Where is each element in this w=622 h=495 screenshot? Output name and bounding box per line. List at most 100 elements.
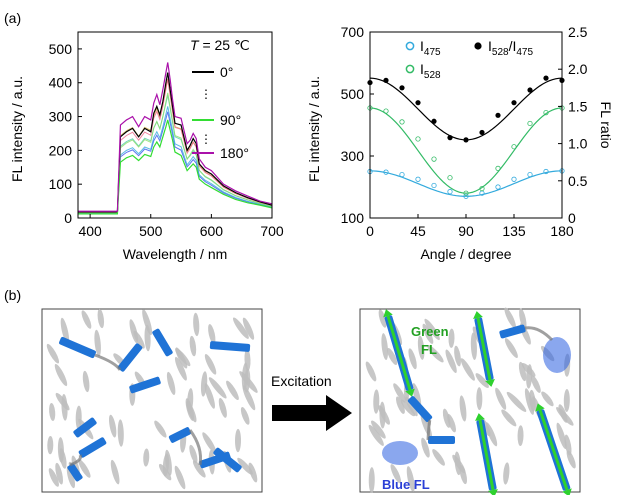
lc-rod xyxy=(78,459,91,478)
dye-molecule xyxy=(67,463,83,482)
lc-rod xyxy=(518,361,527,382)
lc-rod xyxy=(82,370,90,393)
lc-rod xyxy=(204,353,217,375)
lc-rod xyxy=(412,383,422,408)
lc-rod xyxy=(556,407,574,426)
dye-molecule xyxy=(209,341,251,352)
data-point-1 xyxy=(383,108,389,114)
lc-rod xyxy=(421,437,430,458)
y2-tick-label: 2.5 xyxy=(568,24,588,40)
lc-rod xyxy=(524,388,535,415)
legend-label-0: I475 xyxy=(420,38,441,58)
lc-rod xyxy=(66,465,76,489)
fit-curve-0 xyxy=(369,170,563,197)
chart-fl-angle: 0 45 90 135 180 100 300 500 700 0 0.5 1.0 1.5 2.0 2.5 A… xyxy=(306,24,614,262)
lc-rod xyxy=(218,397,227,418)
green-arrow-head xyxy=(485,379,495,387)
lc-rod xyxy=(556,422,567,450)
lc-rod xyxy=(234,428,242,453)
spectrum-intermediate-line xyxy=(78,106,273,214)
data-point-1 xyxy=(511,144,517,150)
legend-marker-1 xyxy=(405,64,415,74)
green-arrow-head xyxy=(488,489,498,495)
lc-rod xyxy=(248,462,258,483)
lc-rod xyxy=(57,437,64,463)
y-tick-label: 400 xyxy=(49,75,73,91)
lc-rod xyxy=(175,348,191,367)
green-fl-label: FL xyxy=(421,342,437,357)
lc-rod xyxy=(55,392,70,411)
blue-emission-glow xyxy=(382,441,418,465)
dye-body xyxy=(428,436,455,444)
lc-rod xyxy=(475,373,489,389)
lc-rod xyxy=(519,308,527,330)
data-point-1 xyxy=(447,175,453,181)
lc-rod xyxy=(371,420,386,439)
spectrum-intermediate-line xyxy=(78,111,273,215)
lc-rod xyxy=(117,419,124,447)
dye-linker xyxy=(69,454,82,467)
dye-linker xyxy=(94,353,122,371)
y2-tick-label: 1.0 xyxy=(568,136,588,152)
lc-rod xyxy=(142,309,153,336)
lc-rod xyxy=(55,462,63,485)
lc-rod xyxy=(504,307,516,329)
dye-molecule xyxy=(168,427,192,443)
dye-body xyxy=(78,437,107,458)
lc-rod xyxy=(393,383,406,403)
dye-body xyxy=(499,324,526,339)
dye-molecule xyxy=(383,309,415,397)
x-tick-label: 700 xyxy=(260,223,284,239)
lc-rod xyxy=(448,328,455,348)
y-tick-label: 500 xyxy=(49,41,73,57)
lc-rod xyxy=(204,383,215,409)
lc-rod xyxy=(427,345,444,363)
data-point-1 xyxy=(479,185,485,192)
dye-molecule xyxy=(499,324,526,339)
data-point-2 xyxy=(399,85,405,91)
chart-fl-spectra: 400 500 600 700 0 100 200 300 400 500 Wavelength /… xyxy=(9,31,284,262)
dye-molecule xyxy=(73,417,97,438)
lc-rod xyxy=(244,348,251,371)
lc-rod xyxy=(189,335,197,357)
lc-rod xyxy=(422,323,434,344)
y-tick-label: 100 xyxy=(341,210,365,226)
y-tick-label: 300 xyxy=(49,109,73,125)
x-tick-label: 0 xyxy=(366,223,374,239)
lc-rod xyxy=(110,459,120,485)
green-arrow-head xyxy=(535,403,545,412)
data-point-1 xyxy=(415,136,421,142)
lc-rod xyxy=(408,348,417,370)
lc-rod xyxy=(387,348,398,365)
dye-linker xyxy=(524,326,554,342)
x-axis-label: Angle / degree xyxy=(420,246,511,262)
lc-rod xyxy=(60,317,70,345)
data-point-0 xyxy=(463,193,469,199)
y2-tick-label: 0 xyxy=(568,210,576,226)
lc-rod xyxy=(143,448,150,467)
x-tick-label: 500 xyxy=(139,223,163,239)
lc-rod xyxy=(373,389,380,414)
legend-dots: ⋮ xyxy=(200,87,212,101)
lc-rod xyxy=(185,398,195,421)
data-point-0 xyxy=(399,172,405,178)
legend-label-1: 90° xyxy=(220,112,241,128)
dye-molecule xyxy=(152,328,173,357)
dye-body xyxy=(213,447,242,473)
data-point-0 xyxy=(383,169,389,175)
dye-body xyxy=(73,417,97,438)
lc-rod xyxy=(94,329,101,357)
plot-frame xyxy=(77,31,273,219)
fit-curve-1 xyxy=(369,107,563,194)
lc-rod xyxy=(566,450,576,469)
y-tick-label: 700 xyxy=(341,24,365,40)
green-arrow-head xyxy=(405,388,415,397)
fit-curve-2 xyxy=(369,77,563,141)
lc-rod xyxy=(442,408,451,428)
legend-text: I xyxy=(420,38,424,54)
lc-rod xyxy=(97,308,105,329)
temperature-var: T xyxy=(190,37,200,53)
legend-subscript: 475 xyxy=(424,47,441,58)
data-point-0 xyxy=(543,168,549,175)
legend-subscript: 528 xyxy=(492,47,509,58)
